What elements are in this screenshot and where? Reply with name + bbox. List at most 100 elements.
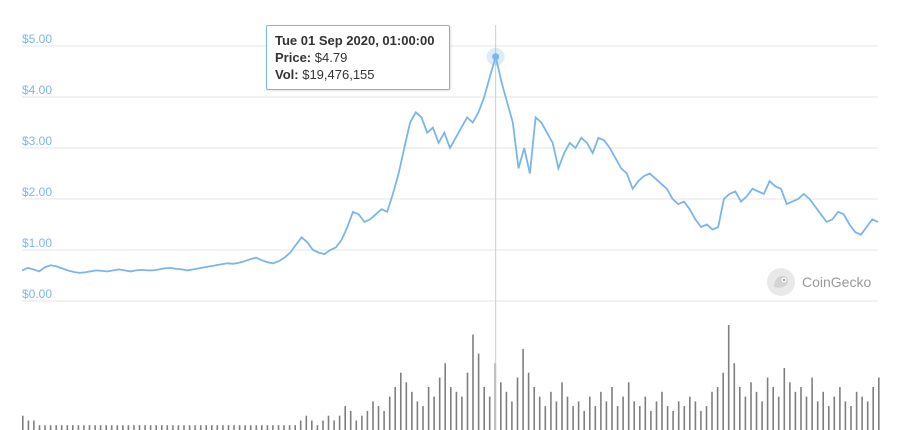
volume-bar	[422, 406, 424, 430]
volume-bar	[305, 415, 308, 430]
volume-bar	[99, 425, 102, 430]
volume-bar	[411, 391, 413, 430]
volume-bar	[105, 425, 107, 430]
volume-bar	[744, 396, 747, 430]
volume-bar	[183, 425, 185, 430]
volume-bar	[22, 415, 24, 430]
volume-bar	[466, 372, 469, 430]
volume-bar	[144, 425, 146, 430]
volume-bar	[27, 420, 30, 430]
volume-bar	[177, 425, 180, 430]
volume-bar	[433, 396, 435, 430]
volume-bar	[522, 348, 524, 430]
volume-bar	[878, 377, 880, 430]
y-tick-label: $5.00	[22, 32, 52, 46]
volume-bar	[333, 420, 335, 430]
volume-bar	[794, 391, 797, 430]
volume-bar	[311, 420, 313, 430]
volume-bar	[172, 425, 174, 430]
volume-bar	[777, 396, 780, 430]
volume-bar	[205, 425, 207, 430]
volume-bar	[55, 425, 57, 430]
volume-bar	[416, 401, 419, 430]
volume-bar	[338, 415, 341, 430]
volume-bar	[488, 396, 491, 430]
volume-bar	[805, 396, 808, 430]
y-tick-label: $1.00	[22, 236, 52, 250]
volume-bar	[711, 391, 713, 430]
volume-bar	[644, 396, 647, 430]
volume-bar	[72, 425, 74, 430]
volume-bar	[60, 425, 63, 430]
coingecko-watermark: CoinGecko	[766, 267, 871, 297]
volume-bar	[316, 425, 319, 430]
y-tick-label: $0.00	[22, 287, 52, 301]
volume-bar	[149, 425, 152, 430]
volume-bar	[627, 382, 630, 430]
volume-bar	[344, 406, 346, 430]
volume-bar	[833, 396, 836, 430]
volume-bar	[550, 391, 552, 430]
volume-bar	[755, 391, 758, 430]
volume-bar	[199, 425, 202, 430]
tooltip-vol-label: Vol:	[275, 67, 299, 82]
volume-bar	[405, 382, 408, 430]
volume-bar	[261, 425, 263, 430]
volume-bar	[66, 425, 69, 430]
volume-bar	[322, 420, 324, 430]
volume-bar	[383, 410, 385, 430]
volume-bar	[244, 425, 246, 430]
volume-bar	[816, 401, 819, 430]
volume-bar	[483, 387, 485, 430]
volume-bar	[600, 391, 602, 430]
volume-bar	[733, 363, 736, 430]
volume-bar	[661, 391, 663, 430]
volume-bar	[689, 396, 691, 430]
volume-bar	[589, 396, 591, 430]
volume-bar	[361, 415, 363, 430]
volume-bar	[577, 401, 580, 430]
volume-bar	[299, 420, 302, 430]
volume-bar	[639, 406, 641, 430]
y-tick-label: $4.00	[22, 83, 52, 97]
volume-bar	[666, 406, 669, 430]
volume-bar	[133, 425, 135, 430]
volume-bar	[672, 410, 674, 430]
volume-bar	[772, 387, 774, 430]
watermark-text: CoinGecko	[802, 274, 872, 290]
volume-bar	[705, 406, 708, 430]
volume-bar	[233, 425, 235, 430]
volume-bar	[694, 401, 697, 430]
volume-bar	[88, 425, 91, 430]
volume-bar	[683, 406, 686, 430]
hover-point[interactable]	[492, 53, 500, 61]
y-tick-label: $3.00	[22, 134, 52, 148]
volume-bar	[850, 406, 852, 430]
volume-bar	[861, 396, 863, 430]
volume-bar	[249, 425, 252, 430]
volume-bar	[722, 372, 724, 430]
volume-bar	[272, 425, 274, 430]
volume-bar	[122, 425, 124, 430]
volume-bar	[561, 382, 563, 430]
volume-bar	[44, 425, 46, 430]
volume-bar	[594, 406, 597, 430]
tooltip-date: Tue 01 Sep 2020, 01:00:00	[275, 33, 435, 48]
volume-bar	[138, 425, 141, 430]
volume-bar	[622, 396, 624, 430]
volume-bar	[294, 425, 296, 430]
volume-bar	[477, 353, 480, 430]
price-series-line[interactable]	[21, 53, 879, 274]
volume-bar	[94, 425, 96, 430]
volume-bar	[438, 377, 441, 430]
volume-bar	[505, 391, 508, 430]
volume-bar	[211, 425, 213, 430]
volume-bar	[555, 401, 558, 430]
volume-bar	[238, 425, 241, 430]
volume-bar	[372, 401, 374, 430]
volume-bar	[650, 410, 652, 430]
volume-bar	[83, 425, 85, 430]
volume-bar	[527, 372, 530, 430]
volume-bar	[822, 391, 824, 430]
volume-bar	[450, 387, 452, 430]
